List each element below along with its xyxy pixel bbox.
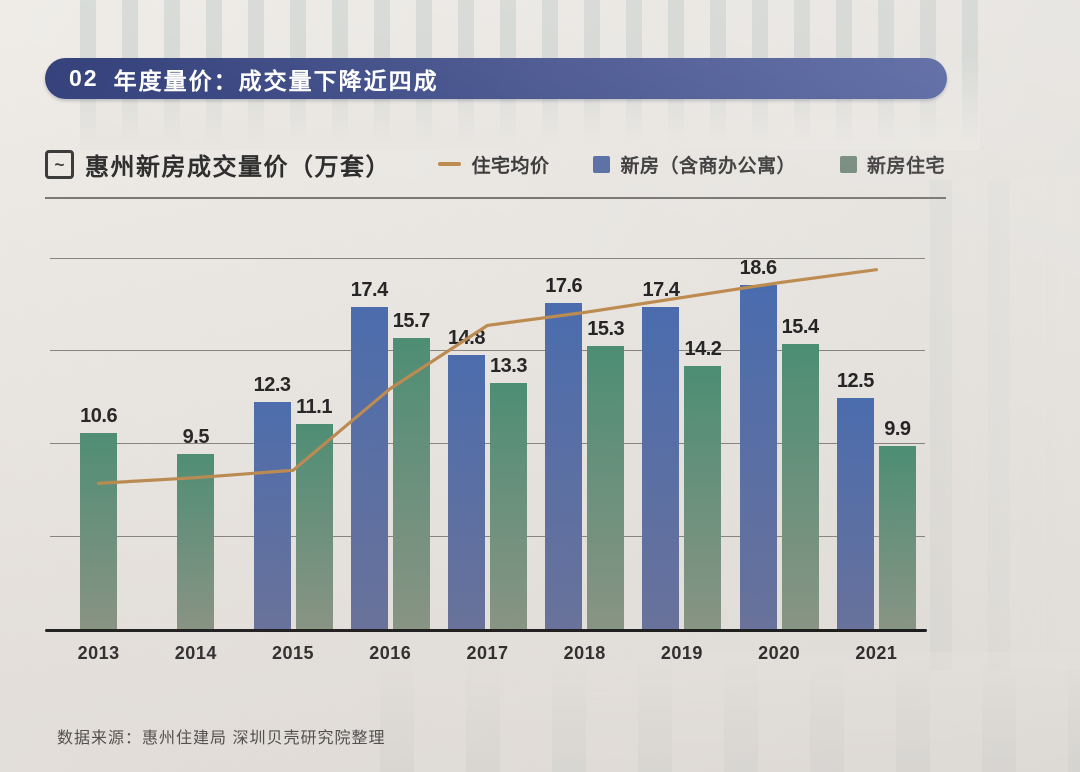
year-group-2020: 18.6 15.4 xyxy=(731,240,828,630)
新房（含商办公寓）-bar xyxy=(642,306,680,630)
section-banner: 02 年度量价：成交量下降近四成 xyxy=(45,58,947,99)
x-axis-labels: 2013 2014 2015 2016 2017 2018 2019 2020 2021 xyxy=(50,643,925,664)
bar-value-label: 12.3 xyxy=(253,373,291,396)
bar-wrap: 9.5 xyxy=(177,426,215,630)
新房住宅-bar xyxy=(295,423,333,630)
reflection-artifact-bottom xyxy=(380,652,1080,772)
bar-value-label: 9.9 xyxy=(884,418,911,441)
bar-groups: 10.6 9.5 12.3 11.1 17.4 15.7 14.8 13.3 17.6 15.3 1… xyxy=(50,240,925,630)
square-marker-icon xyxy=(593,155,611,173)
bar-value-label: 12.5 xyxy=(836,369,874,392)
year-group-2015: 12.3 11.1 xyxy=(244,240,341,630)
新房（含商办公寓）-bar xyxy=(447,355,485,630)
新房住宅-bar xyxy=(781,344,819,630)
新房住宅-bar xyxy=(80,433,118,630)
bar-wrap: 9.9 xyxy=(878,418,916,630)
year-group-2021: 12.5 9.9 xyxy=(828,240,925,630)
bar-wrap: 11.1 xyxy=(295,396,333,630)
bar-value-label: 14.2 xyxy=(684,338,722,361)
bar-value-label: 13.3 xyxy=(490,355,527,377)
legend-label: 住宅均价 xyxy=(471,155,550,177)
新房住宅-bar xyxy=(177,453,215,630)
x-tick-label: 2015 xyxy=(272,643,315,663)
x-tick-label: 2019 xyxy=(660,643,703,663)
gridline xyxy=(50,257,925,259)
bar-wrap: 14.8 xyxy=(447,327,485,630)
year-group-2016: 17.4 15.7 xyxy=(342,240,439,630)
bar-wrap: 15.7 xyxy=(392,310,430,630)
bar-value-label: 17.6 xyxy=(545,275,583,298)
x-tick-label: 2018 xyxy=(563,643,606,663)
bar-value-label: 18.6 xyxy=(739,256,777,279)
line-marker-icon xyxy=(438,162,462,166)
新房（含商办公寓）-bar xyxy=(836,397,874,630)
chart-title: 惠州新房成交量价（万套） xyxy=(85,153,391,181)
legend-item-new-homes-residential: 新房住宅 xyxy=(839,151,945,178)
bar-value-label: 9.5 xyxy=(182,425,210,448)
bar-value-label: 11.1 xyxy=(296,395,332,418)
bar-value-label: 17.4 xyxy=(350,278,388,301)
legend-item-avg-price: 住宅均价 xyxy=(438,151,549,178)
bar-value-label: 14.8 xyxy=(448,327,485,350)
x-tick-label: 2014 xyxy=(174,643,217,663)
header-divider xyxy=(45,197,946,199)
year-group-2019: 17.4 14.2 xyxy=(633,240,730,630)
year-group-2017: 14.8 13.3 xyxy=(439,240,536,630)
x-tick-label: 2021 xyxy=(855,643,898,663)
section-number: 02 xyxy=(69,65,99,91)
bar-wrap: 10.6 xyxy=(80,405,118,630)
data-source-note: 数据来源：惠州住建局 深圳贝壳研究院整理 xyxy=(57,730,386,747)
bar-wrap: 15.4 xyxy=(781,316,819,630)
x-axis-line xyxy=(45,629,927,632)
bar-wrap: 17.4 xyxy=(350,279,388,630)
新房住宅-bar xyxy=(489,383,527,630)
year-group-2018: 17.6 15.3 xyxy=(536,240,633,630)
legend-item-new-homes-all: 新房（含商办公寓） xyxy=(593,151,796,178)
year-group-2014: 9.5 xyxy=(147,240,244,630)
legend-label: 新房（含商办公寓） xyxy=(620,155,796,177)
bar-value-label: 15.7 xyxy=(392,310,430,333)
bar-wrap: 17.6 xyxy=(545,275,583,630)
chart-header: ~ 惠州新房成交量价（万套） 住宅均价 新房（含商办公寓） 新房住宅 xyxy=(45,147,945,181)
新房住宅-bar xyxy=(684,366,722,630)
新房（含商办公寓）-bar xyxy=(545,303,583,630)
bar-wrap: 15.3 xyxy=(587,318,625,630)
section-title: 年度量价：成交量下降近四成 xyxy=(113,67,439,94)
bar-wrap: 14.2 xyxy=(684,338,722,630)
bar-wrap: 12.3 xyxy=(253,374,291,630)
新房住宅-bar xyxy=(392,338,430,630)
bar-value-label: 15.3 xyxy=(587,317,625,340)
line-chart-icon: ~ xyxy=(45,149,74,179)
year-group-2013: 10.6 xyxy=(50,240,147,630)
x-tick-label: 2016 xyxy=(369,643,412,663)
bar-wrap: 17.4 xyxy=(642,279,680,630)
新房住宅-bar xyxy=(878,446,916,630)
bar-value-label: 10.6 xyxy=(80,405,118,428)
x-tick-label: 2017 xyxy=(466,643,509,663)
gridline xyxy=(50,536,925,538)
bar-value-label: 17.4 xyxy=(642,278,680,301)
x-tick-label: 2020 xyxy=(758,643,801,663)
legend-label: 新房住宅 xyxy=(866,155,945,177)
bar-value-label: 15.4 xyxy=(781,316,819,338)
legend: 住宅均价 新房（含商办公寓） 新房住宅 xyxy=(438,151,945,178)
reflection-artifact-right xyxy=(930,180,1080,670)
x-tick-label: 2013 xyxy=(77,643,120,663)
bar-wrap: 18.6 xyxy=(739,257,777,630)
新房（含商办公寓）-bar xyxy=(253,401,291,630)
新房住宅-bar xyxy=(587,345,625,630)
新房（含商办公寓）-bar xyxy=(739,284,777,630)
plot-area: 10.6 9.5 12.3 11.1 17.4 15.7 14.8 13.3 17.6 15.3 1… xyxy=(50,240,925,630)
新房（含商办公寓）-bar xyxy=(350,306,388,630)
bar-wrap: 13.3 xyxy=(489,355,527,630)
bar-wrap: 12.5 xyxy=(836,370,874,630)
square-marker-icon xyxy=(839,155,857,173)
